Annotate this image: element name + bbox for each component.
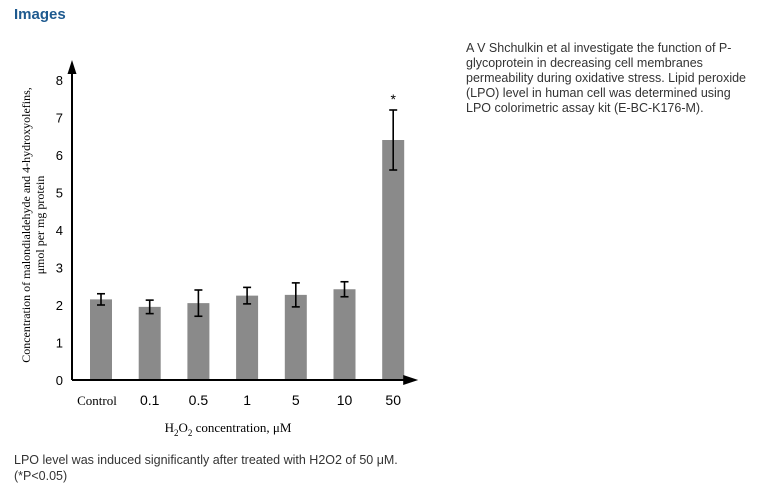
x-axis-label-post: concentration, μM bbox=[192, 420, 291, 435]
x-axis-arrowhead bbox=[403, 375, 419, 385]
bar bbox=[236, 295, 259, 380]
chart-figure[interactable]: Concentration of malondialdehyde and 4-h… bbox=[14, 38, 438, 444]
x-tick-labels: Control 0.1 0.5 1 5 10 50 bbox=[77, 392, 401, 408]
significance-markers: * bbox=[390, 91, 396, 107]
y-tick-label: 8 bbox=[56, 73, 63, 88]
x-tick-label: 5 bbox=[292, 392, 300, 408]
axes bbox=[67, 60, 419, 385]
significance-asterisk: * bbox=[390, 91, 396, 107]
y-tick-label: 5 bbox=[56, 186, 63, 201]
bar bbox=[187, 303, 210, 380]
bar bbox=[138, 306, 161, 380]
y-tick-label: 3 bbox=[56, 261, 63, 276]
x-axis-label-mid: O bbox=[178, 420, 187, 435]
x-tick-label: 0.1 bbox=[140, 392, 160, 408]
x-axis-label-pre: H bbox=[165, 420, 174, 435]
error-bar bbox=[97, 292, 105, 306]
error-bar bbox=[243, 286, 252, 305]
x-tick-label: 10 bbox=[337, 392, 353, 408]
y-axis-label-line-2: μmol per mg protein bbox=[33, 176, 47, 275]
error-bar bbox=[145, 299, 154, 315]
y-tick-label: 0 bbox=[56, 373, 63, 388]
y-tick-label: 2 bbox=[56, 298, 63, 313]
bar bbox=[382, 140, 405, 380]
image-description: A V Shchulkin et al investigate the func… bbox=[466, 41, 747, 115]
y-tick-label: 4 bbox=[56, 223, 63, 238]
error-bar bbox=[291, 282, 300, 308]
y-tick-label: 6 bbox=[56, 148, 63, 163]
x-axis-label: H2O2 concentration, μM bbox=[165, 420, 292, 438]
x-tick-label: 1 bbox=[243, 392, 251, 408]
x-tick-label: 50 bbox=[385, 392, 401, 408]
section-title: Images bbox=[14, 6, 66, 23]
y-tick-label: 7 bbox=[56, 111, 63, 126]
bar bbox=[284, 294, 307, 380]
bar bbox=[333, 289, 356, 380]
x-axis-label-sub1: 2 bbox=[174, 428, 179, 438]
bar-chart: Concentration of malondialdehyde and 4-h… bbox=[19, 60, 419, 438]
error-bar bbox=[340, 280, 349, 298]
error-bar bbox=[389, 109, 398, 171]
bars bbox=[90, 140, 405, 380]
error-bars bbox=[97, 109, 398, 318]
y-tick-label: 1 bbox=[56, 336, 63, 351]
figure-caption: LPO level was induced significantly afte… bbox=[14, 453, 398, 483]
x-tick-label: 0.5 bbox=[189, 392, 209, 408]
y-axis-label-line-1: Concentration of malondialdehyde and 4-h… bbox=[19, 87, 33, 363]
bar bbox=[90, 299, 112, 380]
x-tick-label: Control bbox=[77, 393, 117, 408]
y-tick-labels: 0 1 2 3 4 5 6 7 8 bbox=[56, 73, 63, 388]
y-axis-arrowhead bbox=[67, 60, 77, 74]
y-axis-label: Concentration of malondialdehyde and 4-h… bbox=[19, 87, 47, 363]
x-axis-label-sub2: 2 bbox=[188, 428, 193, 438]
error-bar bbox=[194, 289, 203, 318]
